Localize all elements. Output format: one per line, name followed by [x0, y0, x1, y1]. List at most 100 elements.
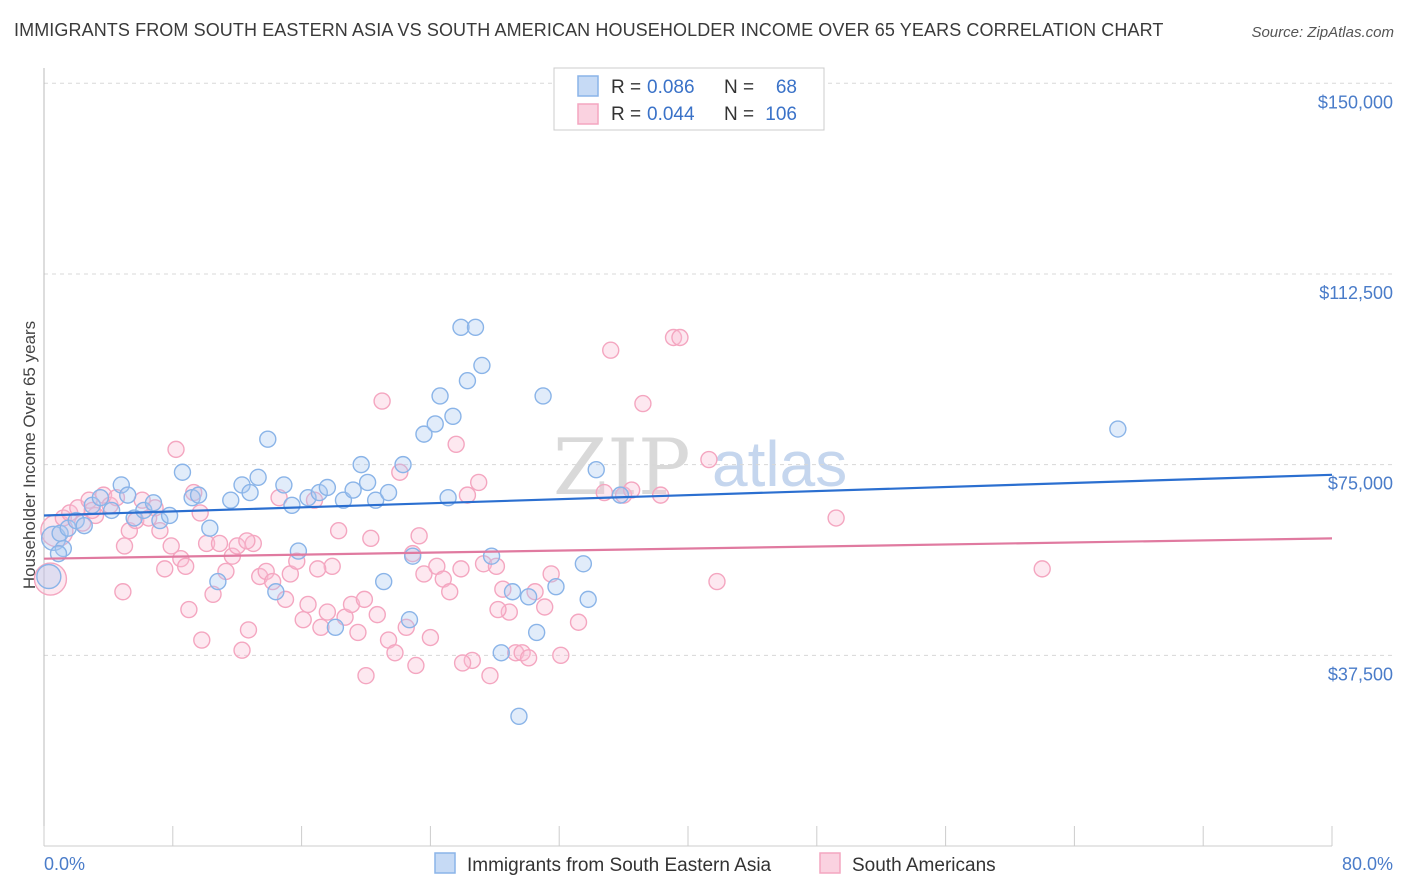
point-se-asia-59 [534, 387, 552, 405]
legend-bottom-swatch-pink [819, 852, 841, 874]
point-se-asia-60 [547, 577, 565, 596]
trend-lines [43, 473, 1333, 560]
legend-n-label-2: N = [724, 104, 754, 125]
point-se-asia-15 [160, 506, 179, 525]
point-south-americans-97 [115, 537, 134, 555]
point-south-americans-55 [373, 392, 391, 410]
point-se-asia-36 [352, 455, 370, 474]
point-se-asia-46 [431, 387, 449, 405]
point-south-americans-98 [193, 631, 211, 649]
point-south-americans-88 [700, 450, 718, 469]
point-south-americans-27 [204, 585, 222, 603]
point-south-americans-7 [86, 506, 105, 525]
point-south-americans-99 [309, 560, 327, 578]
point-south-americans-43 [299, 595, 317, 614]
point-south-americans-22 [176, 557, 195, 576]
point-se-asia-35 [344, 481, 362, 499]
point-se-asia-42 [400, 611, 419, 629]
point-south-americans-63 [421, 628, 440, 647]
point-south-americans-33 [239, 621, 258, 639]
point-south-americans-42 [294, 611, 312, 629]
watermark-atlas: atlas [712, 428, 847, 500]
legend-bottom-label-blue: Immigrants from South Eastern Asia [467, 855, 772, 876]
point-se-asia-39 [375, 572, 393, 591]
point-south-americans-23 [180, 600, 198, 619]
point-se-asia-9 [112, 476, 130, 494]
point-se-asia-40 [379, 483, 398, 502]
trend-line-south-americans [43, 537, 1333, 560]
point-se-asia-25 [259, 430, 277, 448]
point-se-asia-5 [75, 516, 93, 535]
point-south-americans-53 [362, 529, 380, 548]
point-se-asia-55 [503, 583, 522, 601]
point-se-asia-32 [318, 478, 337, 497]
point-se-asia-41 [394, 455, 412, 474]
point-south-americans-93 [569, 613, 588, 631]
legend-r-label-2: R = [611, 104, 641, 125]
point-se-asia-44 [415, 425, 433, 443]
point-south-americans-83 [602, 341, 620, 359]
point-south-americans-101 [489, 600, 507, 619]
x-tick-label-max: 80.0% [1342, 854, 1393, 874]
point-se-asia-7 [91, 488, 110, 507]
x-tick-label-min: 0.0% [44, 854, 85, 874]
point-south-americans-87 [664, 328, 683, 347]
point-se-asia-61 [574, 555, 593, 573]
point-south-americans-50 [342, 595, 361, 614]
point-se-asia-0 [36, 563, 62, 590]
legend-r-label-1: R = [611, 77, 641, 98]
gridlines [44, 82, 1394, 656]
point-se-asia-63 [587, 461, 605, 479]
point-se-asia-26 [267, 583, 285, 601]
point-south-americans-103 [238, 532, 256, 550]
point-se-asia-29 [289, 542, 308, 560]
point-south-americans-89 [708, 572, 726, 591]
point-se-asia-49 [452, 318, 470, 337]
legend-bottom-swatch-blue [434, 852, 456, 874]
point-se-asia-20 [209, 572, 227, 591]
point-south-americans-68 [452, 560, 470, 578]
legend-swatch-blue [577, 75, 599, 97]
point-se-asia-51 [466, 318, 485, 337]
point-south-americans-61 [410, 527, 428, 545]
point-south-americans-69 [458, 486, 477, 504]
point-se-asia-27 [275, 476, 293, 494]
point-se-asia-37 [358, 473, 377, 492]
point-south-americans-52 [355, 590, 374, 609]
point-south-americans-104 [357, 666, 375, 685]
point-se-asia-13 [144, 494, 163, 512]
series-immigrants-se-asia [36, 318, 1127, 726]
point-south-americans-28 [210, 534, 229, 553]
source-credit: Source: ZipAtlas.com [1251, 24, 1394, 41]
point-south-americans-100 [453, 654, 472, 672]
point-south-americans-54 [368, 605, 386, 624]
point-se-asia-33 [326, 618, 345, 637]
point-south-americans-71 [470, 473, 488, 492]
point-se-asia-64 [611, 486, 630, 504]
point-se-asia-8 [102, 501, 121, 520]
point-south-americans-19 [162, 537, 180, 555]
point-se-asia-10 [119, 486, 137, 504]
point-south-americans-51 [349, 623, 367, 642]
point-south-americans-91 [1033, 560, 1051, 578]
point-south-americans-77 [507, 644, 525, 662]
point-south-americans-47 [323, 557, 341, 576]
point-south-americans-37 [263, 572, 282, 591]
legend-n-label-1: N = [724, 77, 754, 98]
point-se-asia-58 [527, 623, 546, 642]
point-se-asia-21 [222, 491, 240, 509]
point-south-americans-85 [634, 394, 652, 413]
point-south-americans-48 [329, 522, 348, 540]
legend-n-value-1: 68 [776, 77, 797, 98]
point-south-americans-38 [270, 488, 288, 507]
point-south-americans-67 [447, 435, 465, 453]
point-south-americans-12 [120, 522, 139, 540]
point-se-asia-16 [173, 463, 192, 481]
point-south-americans-90 [827, 509, 845, 527]
point-south-americans-73 [481, 666, 499, 685]
legend-swatch-pink [577, 103, 599, 125]
legend-n-value-2: 106 [765, 104, 797, 125]
point-se-asia-66 [54, 539, 73, 558]
trend-line-se-asia [43, 473, 1333, 517]
